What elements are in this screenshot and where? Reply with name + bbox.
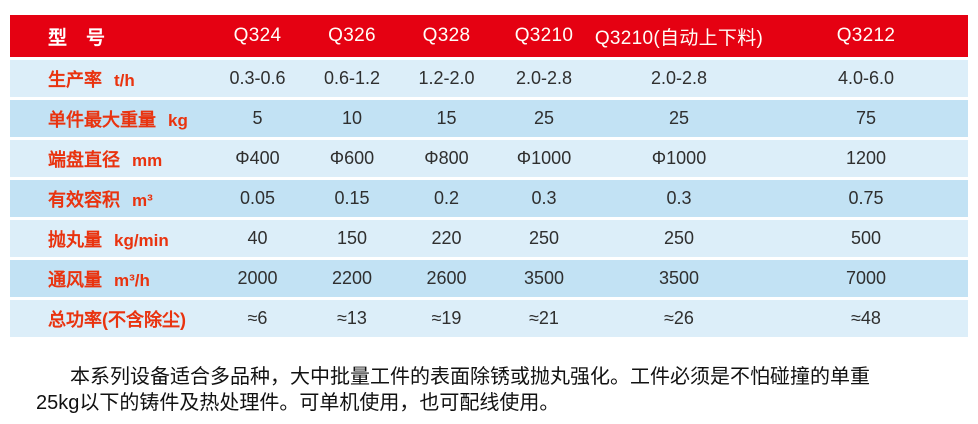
row-header: 单件最大重量 kg bbox=[10, 106, 210, 132]
table-row-disc-diameter: 端盘直径 mm Φ400 Φ600 Φ800 Φ1000 Φ1000 1200 bbox=[10, 140, 968, 177]
value-cell: 500 bbox=[850, 228, 882, 248]
row-header: 有效容积 m³ bbox=[10, 186, 210, 212]
value-cell: 220 bbox=[431, 228, 462, 248]
description-paragraph: 本系列设备适合多品种，大中批量工件的表面除锈或抛丸强化。工件必须是不怕碰撞的单重… bbox=[36, 364, 946, 416]
value-cell: Φ1000 bbox=[516, 148, 572, 168]
row-unit: mm bbox=[132, 150, 163, 170]
value-cell: 250 bbox=[528, 228, 560, 248]
table-row-total-power: 总功率(不含除尘) ≈6 ≈13 ≈19 ≈21 ≈26 ≈48 bbox=[10, 300, 968, 337]
value-cell: 25 bbox=[668, 108, 690, 128]
value-cell: 10 bbox=[341, 108, 363, 128]
value-cell: 7000 bbox=[845, 268, 887, 288]
value-cell: ≈48 bbox=[851, 308, 881, 328]
value-cell: 3500 bbox=[658, 268, 700, 288]
value-cell: 2200 bbox=[331, 268, 373, 288]
table-row-production-rate: 生产率 t/h 0.3-0.6 0.6-1.2 1.2-2.0 2.0-2.8 2… bbox=[10, 60, 968, 97]
value-cell: 0.75 bbox=[848, 188, 884, 208]
table-header-row: 型 号 Q324 Q326 Q328 Q3210 Q3210(自动上下料) Q3… bbox=[10, 15, 968, 57]
value-cell: 1.2-2.0 bbox=[418, 68, 475, 88]
value-cell: 1200 bbox=[845, 148, 887, 168]
row-label: 抛丸量 bbox=[48, 229, 102, 250]
value-cell: 3500 bbox=[523, 268, 565, 288]
table-row-ventilation: 通风量 m³/h 2000 2200 2600 3500 3500 7000 bbox=[10, 260, 968, 297]
header-model-q326: Q326 bbox=[328, 25, 376, 46]
header-model-label: 型 号 bbox=[48, 27, 106, 49]
value-cell: ≈6 bbox=[247, 308, 268, 328]
row-label: 单件最大重量 bbox=[48, 109, 156, 130]
value-cell: Φ800 bbox=[424, 148, 469, 168]
row-label: 有效容积 bbox=[48, 189, 120, 210]
value-cell: ≈21 bbox=[529, 308, 559, 328]
value-cell: 150 bbox=[336, 228, 368, 248]
header-model-q324: Q324 bbox=[233, 25, 282, 46]
value-cell: 40 bbox=[247, 228, 268, 248]
row-unit: t/h bbox=[114, 70, 135, 90]
value-cell: 0.3 bbox=[531, 188, 557, 208]
value-cell: Φ1000 bbox=[651, 148, 707, 168]
row-header: 生产率 t/h bbox=[10, 66, 210, 92]
value-cell: 2.0-2.8 bbox=[650, 68, 708, 88]
row-header: 抛丸量 kg/min bbox=[10, 226, 210, 252]
description-line-2: 25kg以下的铸件及热处理件。可单机使用，也可配线使用。 bbox=[36, 392, 560, 414]
value-cell: 250 bbox=[663, 228, 695, 248]
description-line-1: 本系列设备适合多品种，大中批量工件的表面除锈或抛丸强化。工件必须是不怕碰撞的单重 bbox=[70, 366, 870, 388]
value-cell: 2000 bbox=[237, 268, 278, 288]
row-header: 通风量 m³/h bbox=[10, 266, 210, 292]
header-model-q3210-auto: Q3210(自动上下料) bbox=[594, 27, 764, 49]
value-cell: 2600 bbox=[426, 268, 467, 288]
row-unit: kg bbox=[168, 110, 188, 130]
header-model-q3212: Q3212 bbox=[836, 25, 896, 46]
table-row-shot-flow: 抛丸量 kg/min 40 150 220 250 250 500 bbox=[10, 220, 968, 257]
value-cell: 4.0-6.0 bbox=[837, 68, 895, 88]
row-label: 通风量 bbox=[48, 269, 102, 290]
value-cell: 0.2 bbox=[433, 188, 460, 208]
row-unit: m³/h bbox=[114, 270, 150, 290]
row-unit: kg/min bbox=[114, 230, 169, 250]
value-cell: 0.05 bbox=[239, 188, 276, 208]
row-label: 总功率(不含除尘) bbox=[48, 309, 186, 330]
value-cell: 0.3-0.6 bbox=[229, 68, 286, 88]
value-cell: 0.15 bbox=[334, 188, 370, 208]
value-cell: ≈26 bbox=[664, 308, 694, 328]
value-cell: Φ400 bbox=[235, 148, 280, 168]
row-label: 端盘直径 bbox=[48, 149, 120, 170]
table-row-effective-volume: 有效容积 m³ 0.05 0.15 0.2 0.3 0.3 0.75 bbox=[10, 180, 968, 217]
row-header: 总功率(不含除尘) bbox=[10, 306, 210, 332]
row-unit: m³ bbox=[132, 190, 153, 210]
header-model-q328: Q328 bbox=[422, 25, 471, 46]
value-cell: 5 bbox=[252, 108, 263, 128]
value-cell: 25 bbox=[533, 108, 555, 128]
value-cell: ≈13 bbox=[337, 308, 367, 328]
spec-table: 型 号 Q324 Q326 Q328 Q3210 Q3210(自动上下料) Q3… bbox=[10, 15, 968, 340]
table-row-max-piece-weight: 单件最大重量 kg 5 10 15 25 25 75 bbox=[10, 100, 968, 137]
value-cell: 2.0-2.8 bbox=[515, 68, 573, 88]
row-label: 生产率 bbox=[48, 69, 102, 90]
value-cell: 75 bbox=[855, 108, 877, 128]
value-cell: 0.3 bbox=[666, 188, 692, 208]
value-cell: 0.6-1.2 bbox=[323, 68, 381, 88]
value-cell: ≈19 bbox=[431, 308, 462, 328]
value-cell: 15 bbox=[436, 108, 457, 128]
row-header: 端盘直径 mm bbox=[10, 146, 210, 172]
header-model-q3210: Q3210 bbox=[514, 25, 574, 46]
value-cell: Φ600 bbox=[329, 148, 375, 168]
